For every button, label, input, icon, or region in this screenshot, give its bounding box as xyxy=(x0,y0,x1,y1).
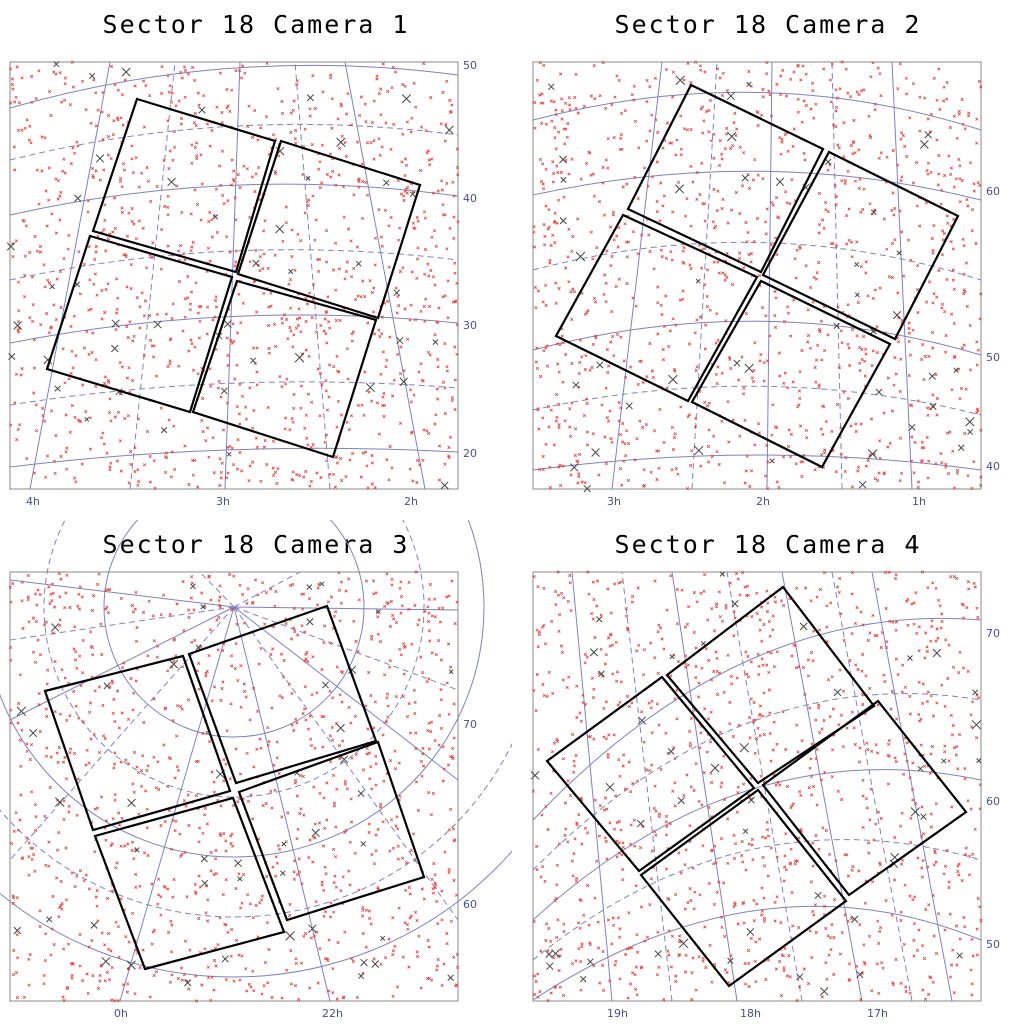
camera-panel-2: Sector 18 Camera 2 60 50 40 3h 2h 1h xyxy=(512,0,1024,512)
star-field xyxy=(8,60,460,490)
dec-label: 70 xyxy=(463,718,477,731)
ccd-frame xyxy=(43,604,426,971)
sky-chart-2: 60 50 40 3h 2h 1h xyxy=(532,60,1000,508)
plot-border xyxy=(9,61,459,490)
ccd-frame xyxy=(45,97,422,459)
star-field xyxy=(8,570,460,1003)
dec-label: 70 xyxy=(986,627,1000,640)
ra-label: 1h xyxy=(912,495,926,508)
dec-label: 60 xyxy=(986,185,1000,198)
ccd-frame xyxy=(545,585,968,988)
ra-label: 0h xyxy=(114,1007,128,1020)
bright-stars xyxy=(547,75,975,493)
coordinate-grid xyxy=(0,520,512,1002)
ra-label: 2h xyxy=(404,495,418,508)
ccd-frame xyxy=(554,83,960,469)
camera-panel-3: Sector 18 Camera 3 xyxy=(0,520,512,1032)
camera-panel-4: Sector 18 Camera 4 70 60 50 19h 18h 17h xyxy=(512,520,1024,1032)
dec-label: 60 xyxy=(986,795,1000,808)
panel-title: Sector 18 Camera 4 xyxy=(614,530,922,559)
dec-label: 50 xyxy=(986,938,1000,951)
dec-label: 40 xyxy=(986,460,1000,473)
sky-chart-3: 70 60 0h 22h xyxy=(0,520,512,1020)
star-field xyxy=(531,570,983,1003)
panel-title: Sector 18 Camera 2 xyxy=(614,10,922,39)
ra-label: 3h xyxy=(216,495,230,508)
sky-chart-4: 70 60 50 19h 18h 17h xyxy=(530,570,1000,1020)
panel-title: Sector 18 Camera 1 xyxy=(102,10,410,39)
dec-label: 40 xyxy=(463,192,477,205)
plot-border xyxy=(532,571,982,1002)
ra-label: 2h xyxy=(756,495,770,508)
camera-panel-1: Sector 18 Camera 1 50 40 30 20 4h xyxy=(0,0,512,512)
sky-chart-1: 50 40 30 20 4h 3h 2h xyxy=(6,59,477,508)
ra-label: 22h xyxy=(322,1007,343,1020)
ccd-outline xyxy=(665,585,876,785)
panel-title: Sector 18 Camera 3 xyxy=(102,530,410,559)
ra-label: 3h xyxy=(607,495,621,508)
dec-label: 30 xyxy=(463,319,477,332)
dec-label: 20 xyxy=(463,447,477,460)
ra-label: 19h xyxy=(607,1007,628,1020)
plot-border xyxy=(532,61,982,490)
dec-label: 50 xyxy=(986,351,1000,364)
bright-stars xyxy=(13,581,454,987)
ra-label: 17h xyxy=(867,1007,888,1020)
ccd-outline xyxy=(761,699,968,897)
dec-label: 50 xyxy=(463,59,477,72)
bright-stars xyxy=(530,571,982,996)
ccd-outline xyxy=(545,675,756,873)
plot-border xyxy=(9,571,459,1002)
ccd-outline xyxy=(639,788,848,988)
star-field xyxy=(532,60,983,491)
ra-label: 4h xyxy=(26,495,40,508)
ra-label: 18h xyxy=(740,1007,761,1020)
coordinate-grid xyxy=(532,571,982,1002)
bright-stars xyxy=(6,61,454,490)
dec-label: 60 xyxy=(463,898,477,911)
